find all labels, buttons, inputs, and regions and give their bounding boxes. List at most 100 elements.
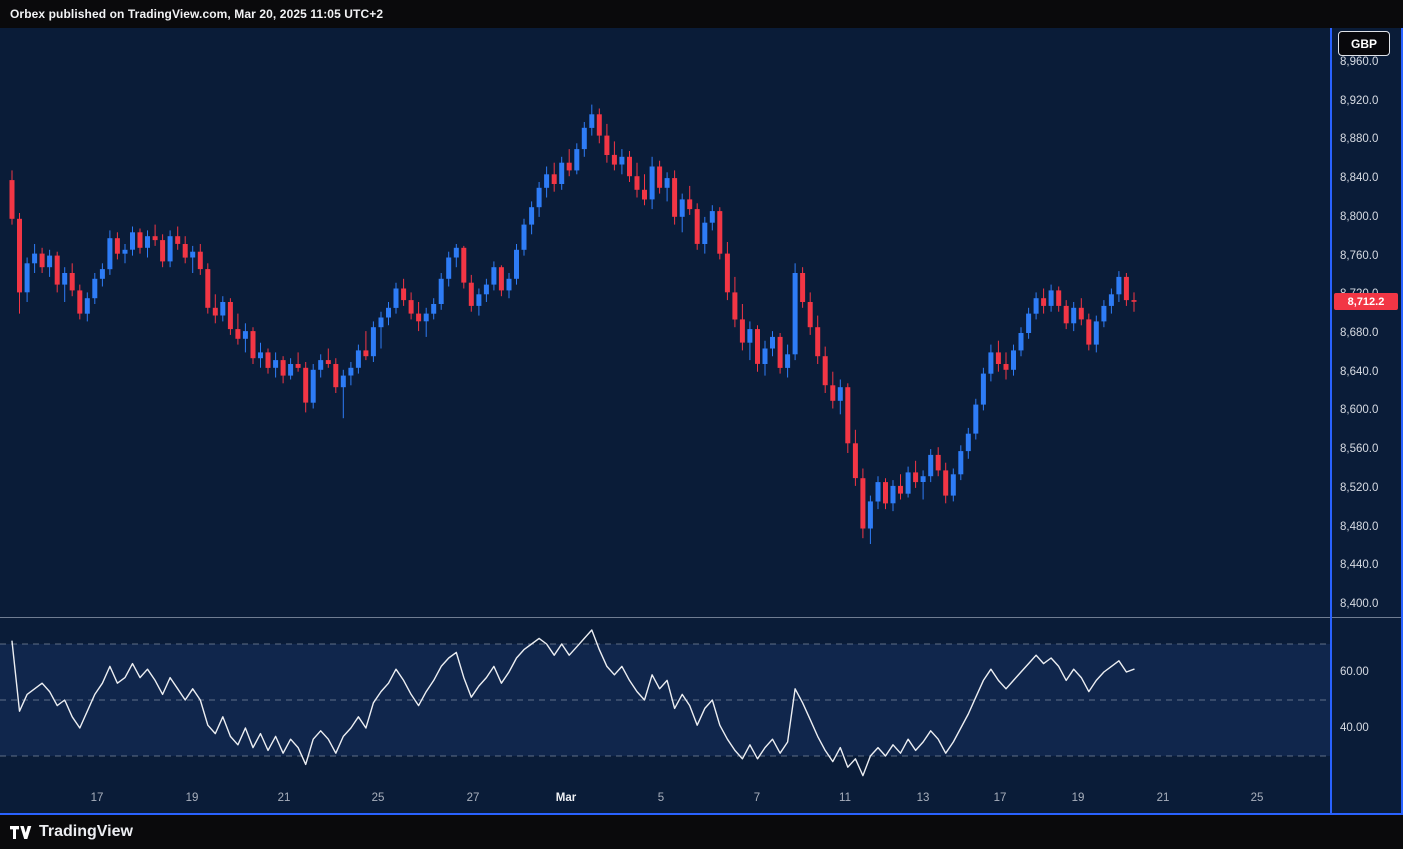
candle-body [852,443,858,479]
candle-body [197,251,203,270]
candle-body [694,209,700,244]
oscillator-line [11,629,1135,777]
tradingview-wordmark[interactable]: TradingView [39,823,133,840]
price-axis[interactable]: GBP 8,712.2 8,960.0 8,920.0 8,880.0 8,840.0… [1330,28,1403,813]
time-axis[interactable]: 17 19 21 25 27 Mar 5 7 11 13 17 19 21 25 [0,786,1330,813]
time-tick-label: 17 [993,792,1007,804]
candle-body [807,302,813,328]
candle-body [438,278,444,304]
tradingview-logo-icon[interactable] [10,825,32,839]
candle-body [792,273,798,355]
candle-body [182,244,188,258]
candle-body [258,352,263,359]
oscillator-tick-label: 40.00 [1340,722,1369,734]
candle-body [649,166,655,200]
candle-body [461,247,467,283]
candle-body [122,249,128,254]
price-tick-label: 8,640.0 [1340,365,1379,378]
candle-body [423,313,429,322]
price-tick-label: 8,400.0 [1340,598,1379,610]
candle-body [205,269,211,308]
candle-body [310,369,316,403]
candle-body [739,319,745,343]
candle-body [822,356,828,386]
time-tick-label: 5 [657,792,665,804]
candle-body [506,278,512,291]
candle-body [687,199,693,210]
candle-body [453,247,459,258]
candle-body [235,329,241,339]
candle-body [498,267,504,291]
candle-body [1041,298,1047,306]
candle-body [845,387,851,444]
candle-body [363,350,369,357]
price-tick-label: 8,840.0 [1340,172,1379,185]
time-tick-label: 7 [753,792,761,804]
candle-body [958,451,964,475]
candle-body [596,114,602,136]
price-tick-label: 8,760.0 [1340,249,1379,262]
candle-body [627,156,632,177]
last-price-badge: 8,712.2 [1334,293,1398,311]
candle-body [529,207,535,225]
time-tick-label: 17 [90,792,104,804]
candle-body [92,278,98,299]
time-tick-label: 21 [1156,792,1170,804]
candle-body [62,273,68,285]
candle-body [77,290,83,314]
candle-body [401,288,407,301]
candle-body [1011,350,1016,370]
time-tick-label: 19 [1071,792,1085,804]
candle-body [114,238,120,254]
candle-body [664,178,670,188]
chart-frame-bottom [0,813,1403,815]
candle-body [393,288,399,308]
candlestick-chart[interactable] [0,28,1330,617]
candle-body [340,375,346,388]
candle-body [167,236,173,262]
candle-body [920,476,926,482]
candle-body [642,189,647,200]
candle-body [837,387,843,401]
price-tick-label: 8,520.0 [1340,481,1379,494]
candle-body [1063,305,1069,324]
candle-body [152,236,158,241]
candle-body [227,302,233,330]
candle-body [355,350,361,368]
candle-body [1048,290,1054,306]
pane-separator[interactable] [0,617,1403,618]
currency-badge[interactable]: GBP [1338,31,1390,56]
candle-body [1086,319,1092,345]
candle-body [99,269,105,279]
candle-body [476,294,482,306]
candle-body [883,482,888,504]
candle-body [468,282,474,306]
candle-body [378,317,384,328]
candle-body [491,267,497,285]
candle-body [988,352,994,374]
candle-body [589,114,595,128]
candle-body [1093,321,1099,345]
candle-body [416,313,422,322]
candle-body [483,284,489,295]
time-tick-label: 13 [916,792,930,804]
candle-body [717,211,723,254]
oscillator-indicator-pane[interactable] [0,617,1330,786]
candle-body [9,180,15,219]
candle-body [175,236,181,244]
candle-body [1018,333,1024,351]
candle-body [634,176,640,190]
candle-body [130,232,135,250]
candle-body [950,474,956,496]
candle-body [190,251,196,258]
candle-body [1056,290,1062,306]
candle-body [860,478,866,529]
candle-body [755,329,760,364]
candle-body [890,485,896,504]
candle-body [980,373,986,405]
time-tick-label: 25 [1250,792,1264,804]
candle-body [333,364,339,388]
candle-body [69,273,75,291]
candle-body [408,300,414,314]
price-tick-label: 8,920.0 [1340,94,1379,107]
